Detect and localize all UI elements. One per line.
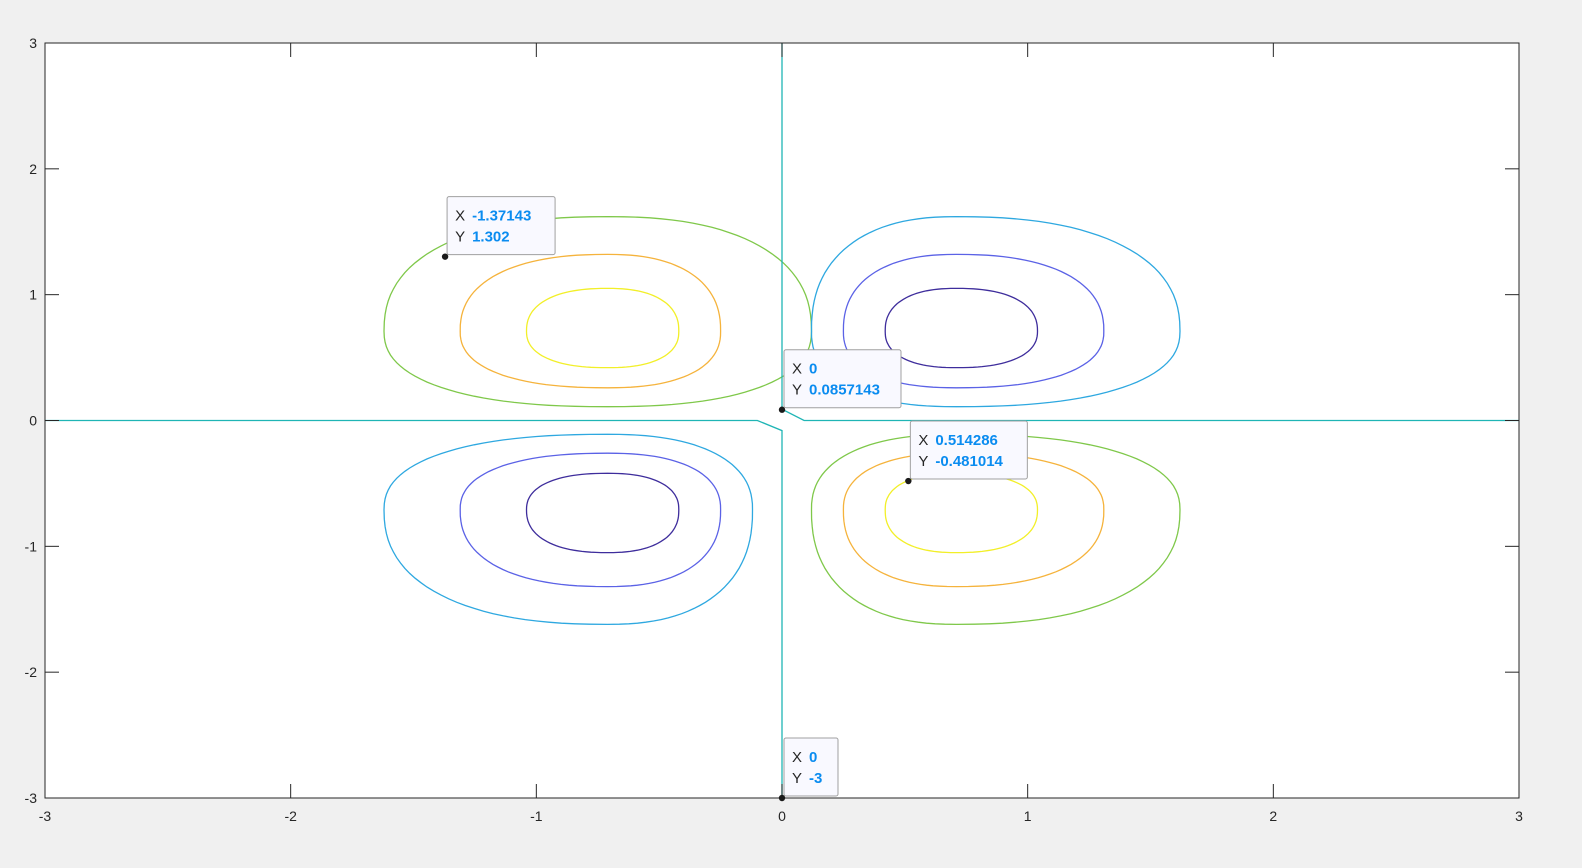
datatip-box <box>446 196 556 256</box>
datatip-x-key: X <box>455 208 465 225</box>
y-tick-label: 3 <box>29 35 37 51</box>
datatip-y-key: Y <box>918 453 928 470</box>
x-tick-label: 2 <box>1269 808 1277 824</box>
contour-level-neg1-6 <box>383 433 754 626</box>
x-tick-label: -2 <box>284 808 297 824</box>
datatip-marker[interactable] <box>778 794 786 802</box>
x-tick-label: 0 <box>778 808 786 824</box>
contour-level-neg2-4 <box>842 253 1105 389</box>
datatip[interactable]: X 0Y 0.0857143 <box>778 349 902 413</box>
datatip-y-value: 1.302 <box>472 229 510 246</box>
zero-contour-segment-0 <box>45 419 783 798</box>
y-tick-label: 0 <box>29 413 37 429</box>
x-tick-label: -3 <box>39 808 52 824</box>
y-tick-label: 2 <box>29 161 37 177</box>
datatip-x-key: X <box>792 361 802 378</box>
y-tick-label: -1 <box>25 538 38 554</box>
contour-lines <box>383 215 1181 626</box>
datatip-y-value: -0.481014 <box>935 453 1003 470</box>
datatip-y-key: Y <box>455 229 465 246</box>
datatip-marker[interactable] <box>905 477 912 485</box>
datatip-box <box>783 349 902 409</box>
contour-level-2-10 <box>842 452 1105 588</box>
contour-level-neg3-5 <box>884 287 1039 369</box>
datatip-x-value: 0 <box>809 361 817 378</box>
datatip-x-value: 0 <box>809 749 817 766</box>
datatip-marker[interactable] <box>441 253 449 260</box>
datatip-x-value: 0.514286 <box>935 432 998 449</box>
datatip[interactable]: X -1.37143 Y 1.302 <box>441 196 556 260</box>
datatip-x-key: X <box>792 749 802 766</box>
zero-contour-lines <box>45 43 1519 798</box>
contour-level-1-9 <box>810 433 1181 626</box>
datatip-box <box>783 737 839 797</box>
datatip-y-value: -3 <box>809 770 822 787</box>
y-tick-label: -2 <box>25 664 38 680</box>
datatip-y-key: Y <box>792 382 802 399</box>
datatip-x-value: -1.37143 <box>472 208 531 225</box>
contour-level-1-0 <box>383 215 813 408</box>
x-tick-label: 3 <box>1515 808 1523 824</box>
contour-level-2-1 <box>459 253 722 389</box>
zero-contour-segment-1 <box>781 43 1519 422</box>
contour-level-3-2 <box>525 287 680 369</box>
datatip[interactable]: X 0Y -3 <box>778 737 839 802</box>
datatip-y-value: 0.0857143 <box>809 382 880 399</box>
x-tick-label: 1 <box>1024 808 1032 824</box>
datatip-box <box>909 420 1028 480</box>
datatip[interactable]: X 0.514286 Y -0.481014 <box>905 420 1028 485</box>
contour-level-neg3-8 <box>525 472 680 554</box>
datatip-y-key: Y <box>792 770 802 787</box>
axis-tick-labels: -3 -2 -1 0 1 2 3 3 2 1 0 -1 -2 -3 <box>25 35 1524 824</box>
datatip-x-key: X <box>918 432 928 449</box>
contour-level-neg1-3 <box>810 215 1181 408</box>
x-tick-label: -1 <box>530 808 543 824</box>
y-tick-label: -3 <box>25 790 38 806</box>
contour-level-neg2-7 <box>459 452 722 588</box>
datatip-marker[interactable] <box>778 406 786 413</box>
y-tick-label: 1 <box>29 287 37 303</box>
